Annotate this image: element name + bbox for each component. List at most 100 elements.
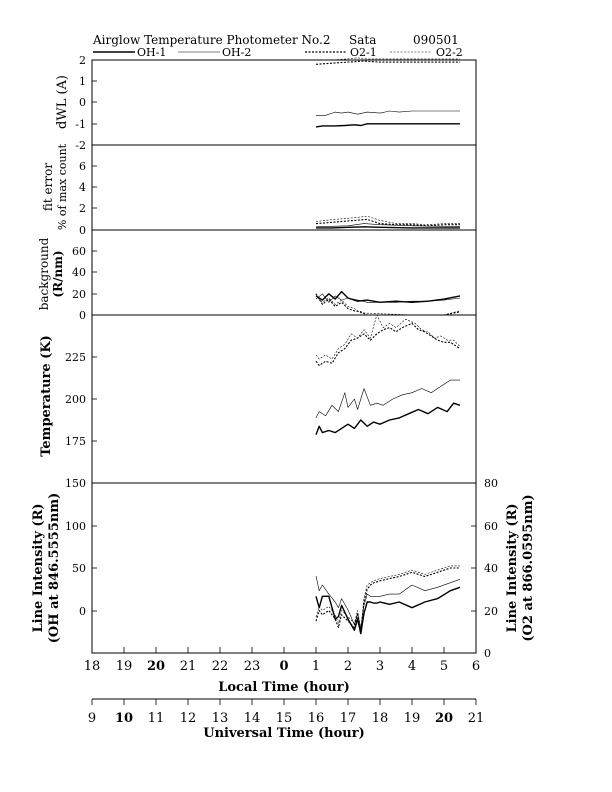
date-label: 090501 xyxy=(413,33,459,47)
universal-time-axis: 9 10 11 12 13 14 15 16 17 18 19 20 21 xyxy=(88,699,484,726)
legend-label-o21: O2-1 xyxy=(350,46,377,59)
local-time-tick-label: 22 xyxy=(212,659,229,674)
fit-ylabel: fit error xyxy=(41,163,55,211)
int-right-tick-label: 80 xyxy=(484,477,498,490)
local-time-tick-label: 4 xyxy=(408,659,416,674)
universal-time-label: Universal Time (hour) xyxy=(203,726,365,741)
local-time-tick-label: 2 xyxy=(344,659,352,674)
legend-label-oh2: OH-2 xyxy=(222,46,251,59)
bg-tick-label: 20 xyxy=(72,288,86,301)
temp-tick-label: 175 xyxy=(65,435,86,448)
series-bg-o22 xyxy=(315,295,461,316)
figure-title: Airglow Temperature Photometer No.2 xyxy=(92,33,331,47)
fit-ylabel2: % of max count xyxy=(56,143,69,230)
panel-int-frame xyxy=(91,482,477,654)
series-fit-oh2 xyxy=(315,223,460,228)
int-rlabel2: (O2 at 866.0595nm) xyxy=(521,494,536,641)
series-temp-o22 xyxy=(315,314,461,360)
bg-tick-label: 60 xyxy=(72,245,86,258)
panel-temp-frame xyxy=(91,314,477,484)
int-right-tick-label: 60 xyxy=(484,520,498,533)
series-temp-oh2 xyxy=(315,379,460,419)
panel-fit-frame xyxy=(91,144,477,231)
ut-tick-label: 21 xyxy=(468,711,485,726)
series-int-oh2 xyxy=(315,575,461,629)
series-dwl-oh1 xyxy=(315,123,460,128)
ut-tick-label: 12 xyxy=(180,711,197,726)
temp-y-ticks: 225 200 175 xyxy=(65,351,97,448)
series-bg-oh2 xyxy=(315,293,461,303)
int-ylabel2: (OH at 846.5555nm) xyxy=(47,493,62,643)
fit-tick-label: 0 xyxy=(79,224,86,237)
series-temp-oh1 xyxy=(315,402,461,435)
bg-tick-label: 40 xyxy=(72,266,86,279)
int-right-tick-label: 0 xyxy=(484,647,491,660)
site-label: Sata xyxy=(349,33,376,47)
series-dwl-oh2 xyxy=(316,110,460,116)
series-dwl-o21 xyxy=(315,60,460,65)
temp-tick-label: 225 xyxy=(65,351,86,364)
panel-dwl-frame xyxy=(91,59,477,146)
local-time-tick-label: 3 xyxy=(376,659,384,674)
series-dwl-o22 xyxy=(316,57,460,61)
ut-tick-label: 9 xyxy=(88,711,96,726)
ut-tick-label: 18 xyxy=(372,711,389,726)
local-time-tick-label: 18 xyxy=(84,659,101,674)
local-time-tick-label: 23 xyxy=(244,659,261,674)
dwl-tick-label: -1 xyxy=(75,118,86,131)
local-time-tick-label: 19 xyxy=(116,659,133,674)
ut-tick-label: 20 xyxy=(435,711,453,726)
ut-tick-label: 10 xyxy=(115,711,133,726)
int-right-tick-label: 20 xyxy=(484,605,498,618)
int-rlabel: Line Intensity (R) xyxy=(505,503,520,632)
series-temp-o21 xyxy=(315,322,461,366)
ut-tick-label: 19 xyxy=(404,711,421,726)
legend-label-oh1: OH-1 xyxy=(137,46,166,59)
series-int-o21 xyxy=(315,567,460,635)
fit-y-ticks: 6 4 2 0 xyxy=(79,160,97,237)
series-fit-o22 xyxy=(315,215,460,225)
local-time-tick-label: 0 xyxy=(279,659,288,674)
dwl-y-ticks: 2 1 0 -1 -2 xyxy=(75,54,97,152)
int-y-ticks: 150 100 50 0 xyxy=(65,477,97,618)
fit-tick-label: 2 xyxy=(79,202,86,215)
dwl-tick-label: 0 xyxy=(79,96,86,109)
int-tick-label: 0 xyxy=(79,605,86,618)
temp-tick-label: 200 xyxy=(65,393,86,406)
local-time-tick-label: 21 xyxy=(180,659,197,674)
fit-tick-label: 6 xyxy=(79,160,86,173)
bg-ylabel2: (R/nm) xyxy=(51,250,65,297)
local-time-label: Local Time (hour) xyxy=(218,680,350,695)
bg-y-ticks: 60 40 20 0 xyxy=(72,245,97,322)
dwl-tick-label: 1 xyxy=(79,75,86,88)
bg-ylabel: background xyxy=(37,237,51,310)
int-right-tick-label: 40 xyxy=(484,562,498,575)
series-fit-oh1 xyxy=(316,226,460,229)
ut-tick-label: 15 xyxy=(276,711,293,726)
series-fit-o21 xyxy=(315,218,460,227)
ut-tick-label: 16 xyxy=(308,711,325,726)
ut-tick-label: 14 xyxy=(244,711,261,726)
series-int-o22 xyxy=(315,565,460,630)
ut-tick-label: 13 xyxy=(212,711,229,726)
int-ylabel: Line Intensity (R) xyxy=(31,503,46,632)
legend: OH-1 OH-2 O2-1 O2-2 xyxy=(93,46,463,59)
legend-label-o22: O2-2 xyxy=(436,46,463,59)
dwl-tick-label: -2 xyxy=(75,139,86,152)
local-time-tick-label: 1 xyxy=(312,659,320,674)
series-layer xyxy=(315,57,461,635)
temp-ylabel: Temperature (K) xyxy=(39,335,54,457)
int-right-y-ticks: 80 60 40 20 0 xyxy=(471,477,498,660)
series-int-oh1 xyxy=(315,586,461,635)
local-time-axis: 18 19 20 21 22 23 0 1 2 3 4 5 6 xyxy=(84,647,480,674)
dwl-tick-label: 2 xyxy=(79,54,86,67)
local-time-tick-label: 6 xyxy=(472,659,480,674)
local-time-tick-label: 5 xyxy=(440,659,448,674)
ut-tick-label: 17 xyxy=(340,711,357,726)
fit-tick-label: 4 xyxy=(79,181,86,194)
int-tick-label: 100 xyxy=(65,520,86,533)
ut-tick-label: 11 xyxy=(148,711,165,726)
int-tick-label: 150 xyxy=(65,477,86,490)
bg-tick-label: 0 xyxy=(79,309,86,322)
